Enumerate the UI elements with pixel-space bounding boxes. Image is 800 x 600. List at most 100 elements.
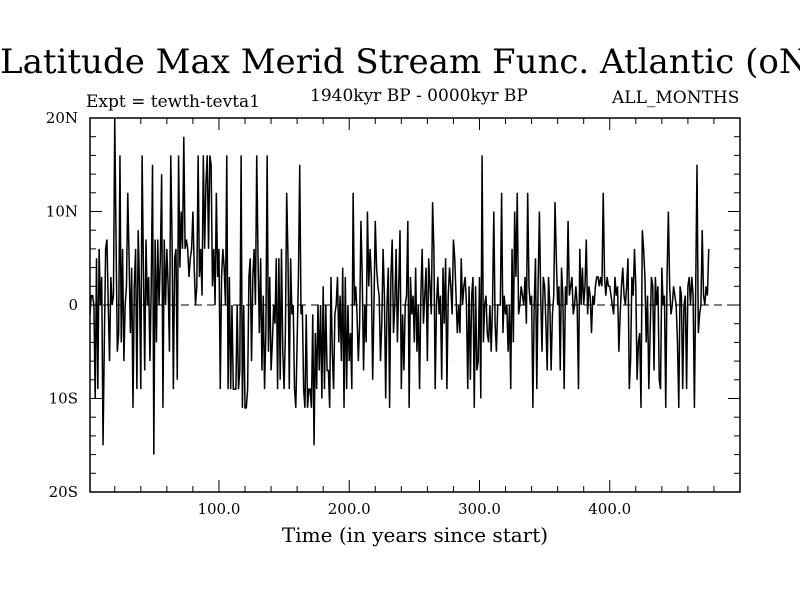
data-point [543, 276, 544, 277]
data-point [437, 276, 438, 277]
data-point [360, 220, 361, 221]
data-point [131, 267, 132, 268]
data-point [255, 305, 256, 306]
data-point [405, 305, 406, 306]
data-point [344, 407, 345, 408]
data-point [613, 314, 614, 315]
data-point [122, 248, 123, 249]
data-point [220, 389, 221, 390]
data-point [99, 248, 100, 249]
data-point [476, 370, 477, 371]
data-point [491, 351, 492, 352]
data-point [354, 305, 355, 306]
data-point [392, 239, 393, 240]
data-point [280, 379, 281, 380]
data-point [297, 342, 298, 343]
data-point [588, 286, 589, 287]
data-point [637, 379, 638, 380]
data-point [321, 398, 322, 399]
data-point [209, 155, 210, 156]
data-point [108, 305, 109, 306]
data-point [134, 286, 135, 287]
data-point [390, 276, 391, 277]
data-point [153, 454, 154, 455]
data-point [353, 192, 354, 193]
data-point [683, 305, 684, 306]
data-point [381, 323, 382, 324]
data-point [342, 267, 343, 268]
data-point [416, 351, 417, 352]
data-point [626, 286, 627, 287]
data-point [334, 314, 335, 315]
data-point [285, 333, 286, 334]
data-point [350, 333, 351, 334]
data-point [431, 314, 432, 315]
data-point [453, 239, 454, 240]
data-point [92, 295, 93, 296]
data-point [422, 248, 423, 249]
data-point [700, 305, 701, 306]
data-point [181, 211, 182, 212]
data-point [633, 295, 634, 296]
data-point [385, 398, 386, 399]
data-point [221, 276, 222, 277]
data-point [487, 333, 488, 334]
data-point [411, 314, 412, 315]
data-point [125, 305, 126, 306]
data-point [605, 295, 606, 296]
data-point [291, 314, 292, 315]
data-point [685, 295, 686, 296]
data-point [621, 286, 622, 287]
data-point [549, 305, 550, 306]
data-point [91, 295, 92, 296]
data-point [472, 276, 473, 277]
data-point [400, 230, 401, 231]
data-point [642, 230, 643, 231]
data-point [211, 164, 212, 165]
data-point [317, 305, 318, 306]
data-point [452, 314, 453, 315]
data-point [612, 305, 613, 306]
data-point [569, 295, 570, 296]
data-point [96, 258, 97, 259]
data-point [295, 407, 296, 408]
data-point [238, 389, 239, 390]
data-point [414, 342, 415, 343]
data-point [530, 305, 531, 306]
data-point [357, 314, 358, 315]
data-point [212, 286, 213, 287]
data-point [535, 258, 536, 259]
data-point [601, 286, 602, 287]
data-point [233, 389, 234, 390]
data-point [545, 323, 546, 324]
data-point [100, 305, 101, 306]
data-point [463, 286, 464, 287]
data-point [397, 342, 398, 343]
data-point [151, 286, 152, 287]
data-point [539, 211, 540, 212]
data-point [140, 389, 141, 390]
data-point [229, 276, 230, 277]
data-point [512, 248, 513, 249]
data-point [618, 351, 619, 352]
data-point [418, 305, 419, 306]
data-point [224, 267, 225, 268]
data-point [337, 276, 338, 277]
data-point [470, 379, 471, 380]
data-point [191, 248, 192, 249]
data-point [446, 389, 447, 390]
data-point [106, 239, 107, 240]
data-point [488, 342, 489, 343]
data-point [109, 361, 110, 362]
data-point [558, 286, 559, 287]
data-point [482, 155, 483, 156]
data-point [239, 370, 240, 371]
data-point [538, 286, 539, 287]
data-point [607, 276, 608, 277]
data-point [204, 248, 205, 249]
data-point [474, 407, 475, 408]
data-point [527, 192, 528, 193]
data-point [383, 248, 384, 249]
data-point [278, 258, 279, 259]
